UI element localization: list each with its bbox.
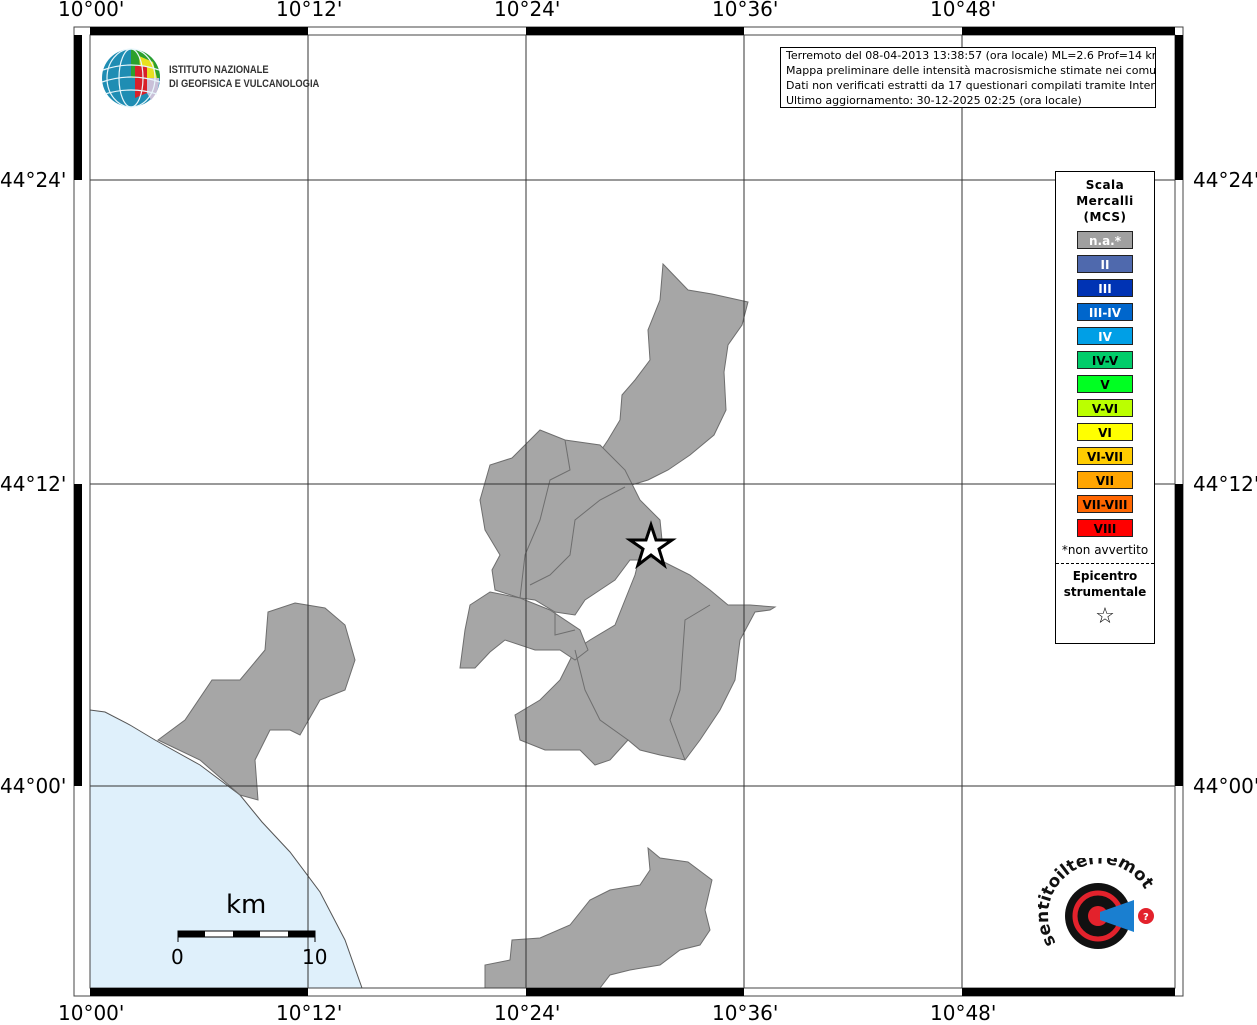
ingv-globe-logo-icon — [101, 48, 161, 108]
event-info-line: Mappa preliminare delle intensità macros… — [786, 64, 1156, 77]
legend-items: n.a.* II III III-IV IV IV-V V V-VI VI VI-VII VII VI… — [1056, 231, 1154, 537]
lat-tick-right: 44°00' — [1193, 774, 1257, 798]
legend-swatch: VII — [1077, 471, 1133, 489]
scale-bar-max: 10 — [302, 945, 328, 969]
lon-tick-top: 10°48' — [930, 0, 997, 21]
legend-swatch: VI — [1077, 423, 1133, 441]
legend-swatch: VIII — [1077, 519, 1133, 537]
legend-title: Scala Mercalli (MCS) — [1056, 177, 1154, 225]
lat-tick-right: 44°24' — [1193, 168, 1257, 192]
lon-tick-bottom: 10°24' — [494, 1001, 561, 1025]
svg-text:?: ? — [1143, 912, 1149, 923]
lon-tick-bottom: 10°12' — [276, 1001, 343, 1025]
legend-star-icon: ☆ — [1095, 604, 1115, 629]
event-info-line: Dati non verificati estratti da 17 quest… — [786, 79, 1156, 92]
legend-swatch: IV — [1077, 327, 1133, 345]
legend-swatch: VI-VII — [1077, 447, 1133, 465]
event-info-line: Terremoto del 08-04-2013 13:38:57 (ora l… — [786, 49, 1156, 62]
legend-swatch: VII-VIII — [1077, 495, 1133, 513]
legend-epicenter-line: Epicentro — [1072, 569, 1138, 583]
lat-tick-left: 44°24' — [0, 168, 67, 192]
legend-title-line: Scala — [1085, 178, 1125, 192]
legend-swatch: III-IV — [1077, 303, 1133, 321]
municipality-polygon — [157, 602, 356, 801]
municipality-polygon — [459, 591, 589, 669]
legend-swatch: V — [1077, 375, 1133, 393]
legend-divider — [1056, 563, 1154, 564]
mercalli-legend: Scala Mercalli (MCS) n.a.* II III III-IV IV I… — [1055, 171, 1155, 644]
lon-tick-top: 10°36' — [712, 0, 779, 21]
legend-swatch: IV-V — [1077, 351, 1133, 369]
legend-swatch: n.a.* — [1077, 231, 1133, 249]
lat-tick-right: 44°12' — [1193, 472, 1257, 496]
legend-epicenter-line: strumentale — [1063, 585, 1147, 599]
legend-title-line: (MCS) — [1083, 210, 1127, 224]
legend-epicenter-label: Epicentro strumentale — [1056, 568, 1154, 600]
map-frame — [73, 26, 1184, 997]
epicenter-star-icon — [625, 520, 677, 570]
event-info-line: Ultimo aggiornamento: 30-12-2025 02:25 (… — [786, 94, 1082, 107]
scale-bar-unit: km — [226, 890, 267, 920]
graticule — [90, 35, 1175, 988]
legend-swatch: V-VI — [1077, 399, 1133, 417]
ingv-logo-text: ISTITUTO NAZIONALE DI GEOFISICA E VULCAN… — [169, 63, 319, 91]
lon-tick-top: 10°12' — [276, 0, 343, 21]
ingv-logo-line: DI GEOFISICA E VULCANOLOGIA — [169, 78, 320, 90]
legend-swatch: III — [1077, 279, 1133, 297]
lon-tick-bottom: 10°00' — [58, 1001, 125, 1025]
lon-tick-bottom: 10°36' — [712, 1001, 779, 1025]
legend-note: *non avvertito — [1061, 543, 1149, 557]
legend-title-line: Mercalli — [1076, 194, 1134, 208]
scale-bar — [177, 930, 316, 942]
lat-tick-left: 44°00' — [0, 774, 67, 798]
legend-swatch: II — [1077, 255, 1133, 273]
ingv-logo-line: ISTITUTO NAZIONALE — [169, 64, 269, 76]
lon-tick-bottom: 10°48' — [930, 1001, 997, 1025]
lon-tick-top: 10°24' — [494, 0, 561, 21]
scale-bar-min: 0 — [171, 945, 184, 969]
haisentitoilterremoto-logo-icon: ? sentitoilterremoto.it — [1038, 858, 1158, 950]
lat-tick-left: 44°12' — [0, 472, 67, 496]
lon-tick-top: 10°00' — [58, 0, 125, 21]
event-info-box: Terremoto del 08-04-2013 13:38:57 (ora l… — [780, 47, 1156, 108]
